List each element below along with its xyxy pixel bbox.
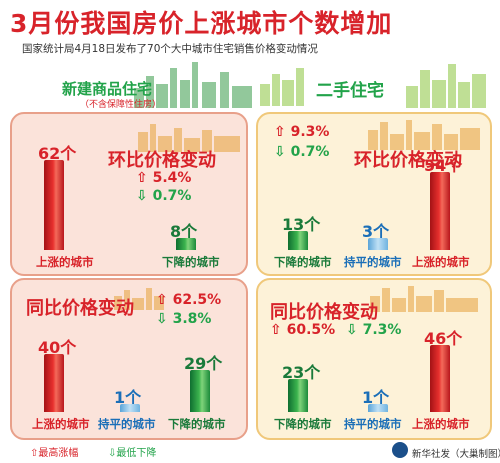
city-skyline-icon — [114, 288, 164, 310]
arrow-up-icon: ⇧ — [136, 170, 148, 186]
arrow-down-icon: ⇩ — [136, 188, 148, 204]
min-fall-rate: ⇩ 0.7% — [136, 188, 191, 204]
category-label: 下降的城市 — [274, 255, 332, 269]
panel-new-mom-title: 环比价格变动 — [108, 150, 216, 171]
bar-fall — [288, 379, 308, 412]
bar-value-label: 40个 — [38, 338, 77, 357]
bar-value-label: 1个 — [114, 388, 142, 407]
bar-rise — [430, 172, 450, 250]
min-fall-value: 0.7% — [152, 188, 192, 204]
new-housing-note: （不含保障性住房） — [80, 100, 162, 110]
category-label: 下降的城市 — [162, 255, 220, 269]
arrow-down-icon: ⇩ — [274, 144, 286, 160]
legend-min-fall: ⇩最低下降 — [108, 444, 156, 459]
min-fall-value: 0.7% — [290, 144, 330, 160]
city-skyline-icon — [368, 120, 480, 150]
arrow-up-icon: ⇧ — [30, 448, 39, 459]
arrow-down-icon: ⇩ — [156, 311, 168, 327]
panel-second-yoy-title: 同比价格变动 — [270, 302, 378, 323]
bar-value-label: 29个 — [184, 354, 223, 373]
min-fall-value: 3.8% — [172, 311, 212, 327]
panel-new-mom: 环比价格变动 ⇧ 5.4% ⇩ 0.7% 62个 8个 上涨的城市 下降的城市 — [10, 112, 248, 276]
arrow-up-icon: ⇧ — [156, 292, 168, 308]
second-housing-header: 二手住宅 — [258, 64, 490, 112]
city-skyline-icon — [134, 62, 252, 108]
panel-second-mom: ⇧ 9.3% ⇩ 0.7% 环比价格变动 13个 3个 54个 下降的城市 持平… — [256, 112, 492, 276]
category-label: 上涨的城市 — [36, 255, 94, 269]
category-label: 持平的城市 — [344, 417, 402, 431]
category-label: 上涨的城市 — [32, 417, 90, 431]
new-housing-title: 新建商品住宅 — [62, 80, 153, 98]
bar-value-label: 13个 — [282, 215, 321, 234]
bar-value-label: 23个 — [282, 363, 321, 382]
bar-flat — [368, 238, 388, 250]
bar-value-label: 1个 — [362, 388, 390, 407]
page-subtitle: 国家统计局4月18日发布了70个大中城市住宅销售价格变动情况 — [22, 43, 318, 55]
source-credit: 新华社发（大巢制图） — [412, 449, 500, 460]
arrow-up-icon: ⇧ — [270, 322, 282, 338]
max-rise-rate: ⇧ 9.3% — [274, 124, 329, 140]
category-label: 下降的城市 — [168, 417, 226, 431]
arrow-down-icon: ⇩ — [108, 448, 117, 459]
city-skyline-icon — [370, 286, 478, 312]
arrow-up-icon: ⇧ — [274, 124, 286, 140]
bar-value-label: 54个 — [424, 156, 463, 175]
city-skyline-icon — [406, 64, 486, 108]
bar-flat — [120, 404, 140, 412]
min-fall-rate: ⇩ 7.3% — [346, 322, 401, 338]
second-housing-title: 二手住宅 — [316, 81, 384, 101]
max-rise-rate: ⇧ 60.5% — [270, 322, 335, 338]
max-rise-value: 60.5% — [286, 322, 336, 338]
bar-fall — [176, 238, 196, 250]
category-label: 上涨的城市 — [412, 417, 470, 431]
city-skyline-icon — [260, 68, 304, 106]
max-rise-value: 5.4% — [152, 170, 192, 186]
bar-value-label: 62个 — [38, 144, 77, 163]
panel-new-yoy-title: 同比价格变动 — [26, 298, 134, 319]
arrow-down-icon: ⇩ — [346, 322, 358, 338]
panel-new-yoy: 同比价格变动 ⇧ 62.5% ⇩ 3.8% 40个 1个 29个 上涨的城市 持… — [10, 278, 248, 440]
max-rise-rate: ⇧ 5.4% — [136, 170, 191, 186]
bar-fall — [288, 231, 308, 250]
legend-max-rise: ⇧最高涨幅 — [30, 444, 78, 459]
bar-fall — [190, 370, 210, 412]
globe-logo-icon — [392, 442, 408, 458]
max-rise-value: 62.5% — [172, 292, 222, 308]
bar-rise — [44, 354, 64, 412]
bar-value-label: 8个 — [170, 222, 198, 241]
category-label: 上涨的城市 — [412, 255, 470, 269]
min-fall-rate: ⇩ 3.8% — [156, 311, 211, 327]
bar-rise — [430, 345, 450, 412]
bar-flat — [368, 404, 388, 412]
city-skyline-icon — [138, 124, 240, 152]
legend-max-rise-label: 最高涨幅 — [38, 448, 79, 459]
panel-second-yoy: 同比价格变动 ⇧ 60.5% ⇩ 7.3% 23个 1个 46个 下降的城市 持… — [256, 278, 492, 440]
new-housing-header: 新建商品住宅 （不含保障性住房） — [14, 62, 254, 112]
max-rise-value: 9.3% — [290, 124, 330, 140]
bar-rise — [44, 160, 64, 250]
page-title: 3月份我国房价上涨城市个数增加 — [10, 9, 393, 38]
category-label: 持平的城市 — [98, 417, 156, 431]
min-fall-value: 7.3% — [362, 322, 402, 338]
bar-value-label: 46个 — [424, 329, 463, 348]
category-label: 持平的城市 — [344, 255, 402, 269]
category-label: 下降的城市 — [274, 417, 332, 431]
min-fall-rate: ⇩ 0.7% — [274, 144, 329, 160]
legend-min-fall-label: 最低下降 — [116, 448, 157, 459]
panel-second-mom-title: 环比价格变动 — [354, 150, 462, 171]
max-rise-rate: ⇧ 62.5% — [156, 292, 221, 308]
bar-value-label: 3个 — [362, 222, 390, 241]
